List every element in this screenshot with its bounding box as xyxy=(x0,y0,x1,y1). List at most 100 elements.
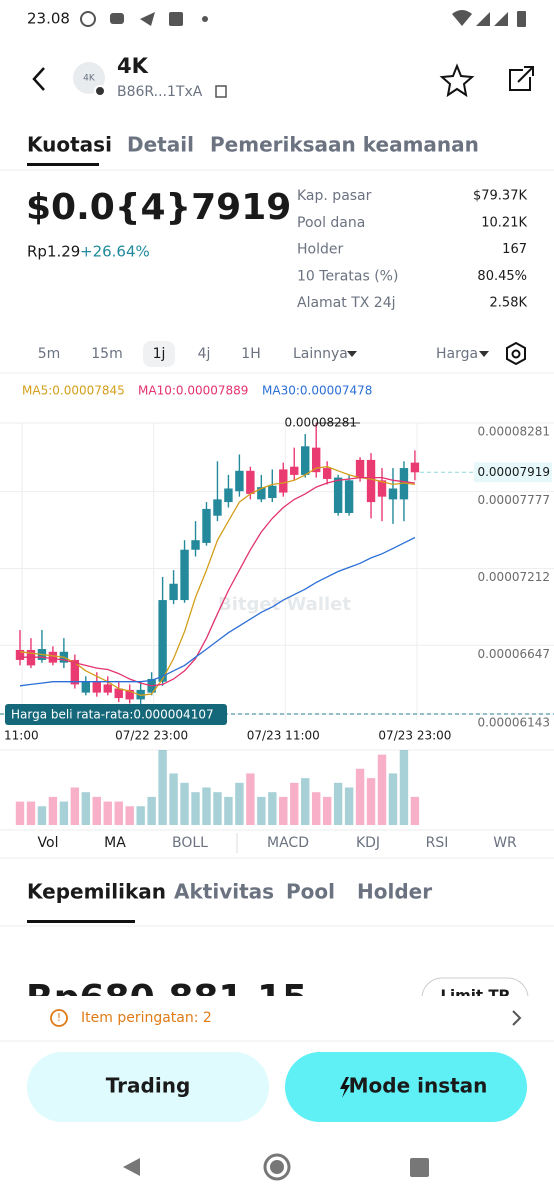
stat-value: 80.45% xyxy=(477,269,527,284)
candle-body xyxy=(81,681,91,693)
price-mode[interactable]: Harga xyxy=(436,346,478,362)
tab[interactable]: Pemeriksaan keamanan xyxy=(210,133,479,157)
section-tab[interactable]: Pool xyxy=(286,880,335,904)
settings-icon[interactable] xyxy=(506,341,526,366)
settings-icon-center xyxy=(511,349,521,359)
candle-body xyxy=(399,468,409,500)
candle-body xyxy=(257,487,266,500)
indicator-tab[interactable]: BOLL xyxy=(172,835,208,851)
volume-bar xyxy=(301,778,310,825)
candle-body xyxy=(322,468,332,479)
indicator-tab[interactable]: Vol xyxy=(38,835,59,851)
back-button[interactable] xyxy=(32,67,45,91)
legend-entry: MA30:0.00007478 xyxy=(262,384,372,398)
interval[interactable]: 1j xyxy=(153,346,166,362)
volume-bar xyxy=(224,796,233,825)
candle-body xyxy=(114,688,123,699)
interval-selected xyxy=(143,341,175,367)
tab[interactable]: Detail xyxy=(127,133,194,157)
volume-bar xyxy=(366,778,376,825)
chain-badge xyxy=(94,85,106,97)
avatar-text: 4K xyxy=(83,74,96,84)
share-button[interactable] xyxy=(509,66,534,91)
volume-bar xyxy=(410,796,420,825)
candle-body xyxy=(301,446,310,475)
y-tick-label: 0.00008281 xyxy=(477,425,550,439)
candle-body xyxy=(311,447,321,473)
status-time: 23.08 xyxy=(27,10,70,28)
volume-bar xyxy=(70,787,80,825)
volume-bar xyxy=(125,806,134,825)
interval[interactable]: 4j xyxy=(198,346,211,362)
copy-icon[interactable] xyxy=(215,85,227,98)
volume-bar xyxy=(235,782,244,825)
current-price-label: 0.00007919 xyxy=(477,465,550,479)
volume-bar xyxy=(136,806,145,825)
trading-button-label[interactable]: Trading xyxy=(106,1074,191,1098)
instant-button-label[interactable]: Mode instan xyxy=(349,1074,488,1098)
interval[interactable]: 5m xyxy=(38,346,61,362)
candle-body xyxy=(366,459,376,503)
indicator-tab[interactable]: MA xyxy=(104,835,126,851)
candle-body xyxy=(333,477,343,513)
candle-body xyxy=(180,549,189,601)
section-tab[interactable]: Kepemilikan xyxy=(27,880,166,904)
indicator-tab[interactable]: KDJ xyxy=(356,835,380,851)
instant-button[interactable] xyxy=(285,1052,527,1122)
tab-indicator xyxy=(27,163,99,166)
watermark: Bitget Wallet xyxy=(218,594,351,615)
indicator-tab[interactable]: WR xyxy=(493,835,517,851)
more-intervals[interactable]: Lainnya xyxy=(293,346,348,362)
volume-bar xyxy=(169,773,178,825)
volume-bar xyxy=(279,796,288,825)
candle-body xyxy=(125,689,134,700)
ma-line xyxy=(19,466,415,696)
candle-body xyxy=(355,459,365,478)
tab[interactable]: Kuotasi xyxy=(27,133,112,157)
volume-bar xyxy=(311,792,321,825)
max-label: 0.00008281 xyxy=(284,416,357,430)
favorite-button[interactable] xyxy=(439,63,475,98)
stat-value: 167 xyxy=(502,242,527,257)
stat-label: Pool dana xyxy=(297,215,365,231)
ma-line xyxy=(20,476,415,687)
warning-text[interactable]: Item peringatan: 2 xyxy=(81,1010,212,1026)
section-tab[interactable]: Holder xyxy=(357,880,432,904)
volume-bar xyxy=(59,801,69,825)
indicator-tab[interactable]: RSI xyxy=(426,835,449,851)
warning-icon xyxy=(50,1009,68,1027)
nav-home[interactable] xyxy=(263,1153,291,1181)
x-tick-label: 11:00 xyxy=(4,729,39,743)
volume-bar xyxy=(158,750,167,825)
nav-recents[interactable] xyxy=(410,1158,429,1177)
y-tick-label: 0.00007777 xyxy=(477,493,550,507)
nav-home-inner xyxy=(270,1160,284,1174)
indicator-tab[interactable]: MACD xyxy=(267,835,309,851)
candle-body xyxy=(92,681,101,693)
volume-bar xyxy=(377,754,387,825)
candle-body xyxy=(48,651,58,663)
nav-back[interactable] xyxy=(123,1158,140,1176)
current-price-box xyxy=(474,462,552,483)
candle-body xyxy=(15,650,25,660)
price-change: +26.64% xyxy=(80,243,150,261)
volume-bar xyxy=(322,796,332,825)
y-tick-label: 0.00006647 xyxy=(477,647,550,661)
x-tick-label: 07/22 23:00 xyxy=(115,729,188,743)
candle-body xyxy=(246,470,255,494)
avg-buy-label: Harga beli rata-rata:0.000004107 xyxy=(11,708,214,722)
volume-bar xyxy=(213,792,222,825)
candle-body xyxy=(191,540,200,550)
price: $0.0{4}7919 xyxy=(26,187,291,228)
avg-buy-badge xyxy=(5,704,227,725)
stat-label: Kap. pasar xyxy=(297,188,372,204)
interval[interactable]: 15m xyxy=(91,346,122,362)
interval[interactable]: 1H xyxy=(241,346,260,362)
section-tab[interactable]: Aktivitas xyxy=(174,880,274,904)
legend-entry: MA5:0.00007845 xyxy=(22,384,125,398)
volume-bar xyxy=(81,792,91,825)
volume-bar xyxy=(344,787,354,825)
volume-bar xyxy=(246,773,255,825)
trading-button[interactable] xyxy=(27,1052,269,1122)
candle-body xyxy=(202,508,211,543)
